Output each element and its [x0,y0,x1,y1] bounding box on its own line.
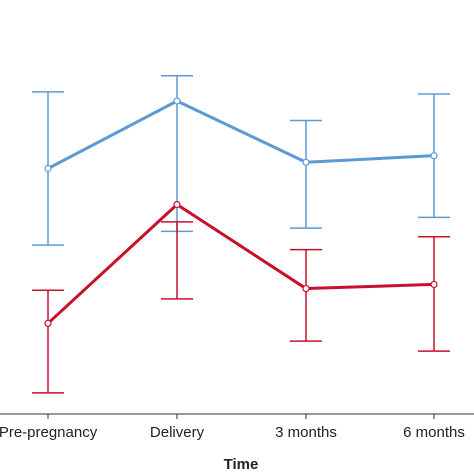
x-axis-title: Time [224,456,259,473]
x-tick-labels: Pre-pregnancy Delivery 3 months 6 months [0,424,465,441]
series-line [46,203,435,325]
error-bar [418,236,450,352]
x-tick-label: Pre-pregnancy [0,424,98,441]
error-bar [290,248,322,342]
data-point [430,152,438,160]
x-tick-label: 3 months [275,424,337,441]
error-bar [32,289,64,394]
series-line [47,99,435,170]
x-axis-ticks [47,414,435,419]
error-bar [290,119,322,229]
x-tick-label: 6 months [403,424,465,441]
data-point [302,284,310,293]
data-point [44,164,52,173]
x-tick-label: Delivery [150,424,205,441]
data-point [302,158,310,166]
error-bar [161,221,193,300]
series-2 [32,200,450,394]
data-point [430,280,438,289]
series-layer [32,75,450,394]
data-point [173,97,181,105]
series-1 [32,75,450,246]
data-point [44,319,52,327]
data-point [173,200,181,209]
